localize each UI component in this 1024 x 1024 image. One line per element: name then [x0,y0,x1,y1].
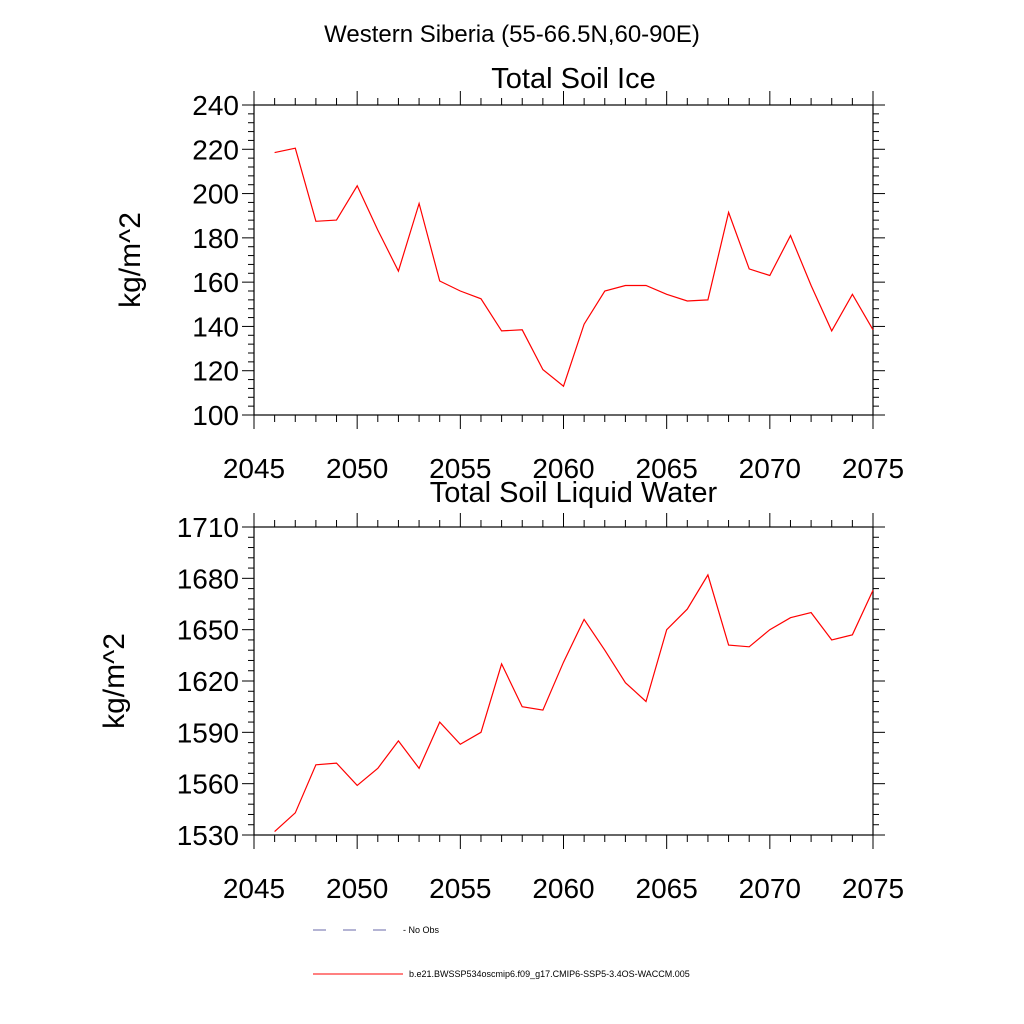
x-tick-label: 2045 [223,873,285,904]
y-tick-label: 160 [192,267,239,298]
y-tick-label: 1590 [177,717,239,748]
figure-title: Western Siberia (55-66.5N,60-90E) [324,21,700,48]
y-tick-label: 1560 [177,769,239,800]
x-tick-label: 2060 [532,873,594,904]
x-tick-label: 2050 [326,453,388,484]
y-tick-label: 1620 [177,666,239,697]
x-tick-label: 2065 [636,873,698,904]
panel-title: Total Soil Ice [491,63,655,95]
y-tick-label: 200 [192,179,239,210]
series-line [274,573,874,833]
plot-frame [253,104,874,416]
y-tick-label: 220 [192,134,239,165]
x-tick-label: 2060 [532,453,594,484]
x-tick-label: 2050 [326,873,388,904]
x-tick-label: 2075 [842,873,904,904]
series-line [274,147,874,388]
panel-title: Total Soil Liquid Water [430,477,718,509]
y-tick-label: 240 [192,90,239,121]
y-tick-label: 1530 [177,820,239,851]
plot-frame [253,526,874,836]
x-tick-label: 2065 [636,453,698,484]
legend: - No Obs b.e21.BWSSP534oscmip6.f09_g17.C… [313,925,690,979]
panel-total-soil-liquid-water: Total Soil Liquid Water kg/m^2 1530 1560 159… [98,477,904,904]
panel-total-soil-ice: Total Soil Ice kg/m^2 100 120 140 160 180 200 22… [114,63,904,484]
x-tick-label: 2070 [739,873,801,904]
legend-model-label: b.e21.BWSSP534oscmip6.f09_g17.CMIP6-SSP5… [409,969,690,979]
x-tick-label: 2045 [223,453,285,484]
y-axis-label: kg/m^2 [98,633,131,729]
y-axis-label: kg/m^2 [114,212,147,308]
x-tick-label: 2075 [842,453,904,484]
x-tick-label: 2070 [739,453,801,484]
y-tick-label: 1710 [177,512,239,543]
y-tick-label: 1650 [177,615,239,646]
y-tick-label: 100 [192,400,239,431]
y-tick-label: 120 [192,356,239,387]
y-tick-label: 1680 [177,563,239,594]
x-tick-label: 2055 [429,873,491,904]
y-tick-label: 140 [192,311,239,342]
legend-obs-label: - No Obs [403,925,440,935]
y-tick-label: 180 [192,223,239,254]
x-tick-label: 2055 [429,453,491,484]
